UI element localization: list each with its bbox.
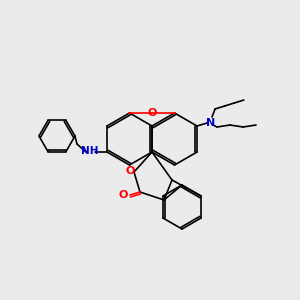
Text: O: O	[118, 190, 128, 200]
Text: NH: NH	[81, 146, 99, 156]
Text: O: O	[147, 108, 157, 118]
Text: O: O	[125, 166, 135, 176]
Text: N: N	[206, 118, 216, 128]
